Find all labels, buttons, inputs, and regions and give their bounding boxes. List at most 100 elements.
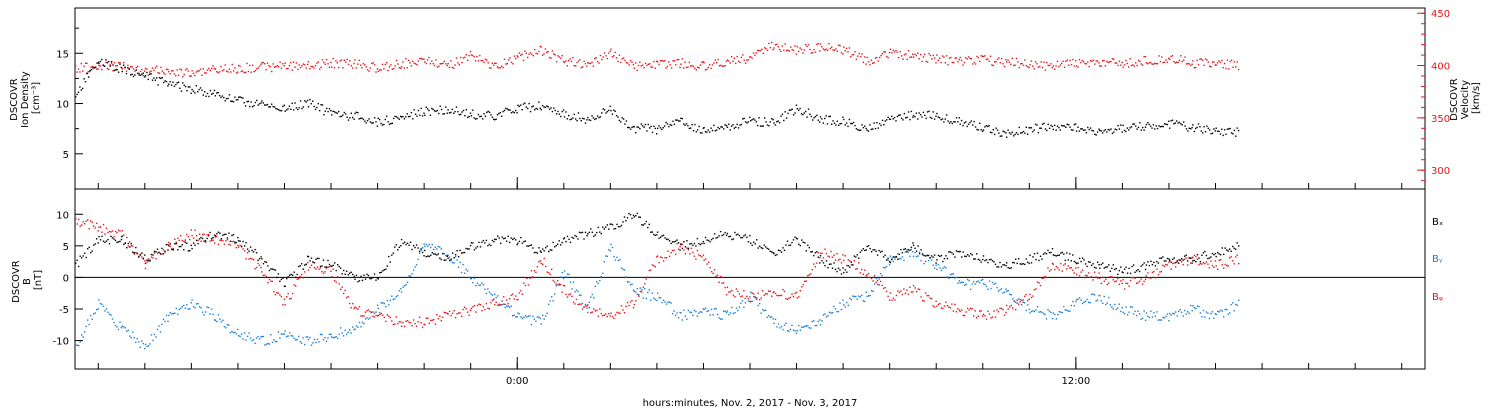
bx-point [977, 258, 979, 261]
by-point [254, 342, 256, 344]
density-point [1007, 129, 1009, 131]
by-point [738, 306, 741, 308]
velocity-point [765, 47, 767, 50]
by-point [1021, 304, 1023, 306]
density-point [1100, 130, 1102, 132]
density-tick-label: 5 [63, 150, 69, 161]
bx-point [903, 248, 905, 251]
bx-point [611, 224, 614, 226]
bz-point [731, 289, 733, 292]
by-point [897, 253, 899, 255]
bx-point [403, 241, 406, 243]
bz-point [948, 306, 950, 308]
density-point [527, 107, 529, 110]
density-point [534, 109, 536, 111]
velocity-point [615, 57, 618, 59]
bx-point [1148, 264, 1151, 267]
by-point [307, 336, 309, 338]
bx-point [572, 237, 575, 239]
bx-point [990, 258, 992, 261]
by-point [1032, 310, 1034, 312]
bz-point [587, 304, 589, 306]
velocity-point [442, 62, 444, 64]
bz-point [1129, 279, 1132, 282]
velocity-point [855, 58, 858, 61]
bx-point [795, 237, 798, 239]
velocity-point [1197, 63, 1200, 66]
by-point [1051, 317, 1054, 320]
bx-point [409, 241, 412, 243]
density-point [861, 124, 863, 126]
velocity-point [561, 55, 563, 57]
bz-point [234, 242, 236, 245]
velocity-point [683, 67, 685, 69]
velocity-point [1229, 60, 1231, 63]
velocity-point [925, 60, 927, 63]
bz-point [810, 273, 812, 275]
velocity-point [283, 65, 285, 67]
by-point [1196, 305, 1199, 307]
velocity-point [506, 63, 508, 65]
density-point [598, 116, 600, 119]
by-point [358, 321, 361, 324]
density-point [1120, 124, 1122, 126]
by-point [906, 249, 908, 251]
time-axis-label: hours:minutes, Nov. 2, 2017 - Nov. 3, 20… [643, 398, 858, 409]
velocity-point [425, 62, 427, 65]
bz-point [369, 310, 371, 313]
velocity-point [861, 53, 863, 55]
velocity-point [848, 47, 851, 49]
velocity-point [755, 52, 757, 54]
velocity-point [883, 51, 885, 53]
density-point [528, 102, 530, 105]
density-point [89, 69, 91, 72]
velocity-point [1236, 61, 1238, 63]
density-point [421, 115, 424, 117]
density-point [455, 106, 458, 108]
bx-point [273, 268, 275, 271]
bz-point [659, 256, 662, 258]
by-point [822, 314, 825, 316]
density-point [690, 127, 692, 129]
bx-point [912, 244, 915, 246]
bz-point [713, 269, 716, 271]
density-point [413, 109, 415, 111]
density-point [650, 125, 652, 128]
by-point [146, 345, 148, 348]
bx-point [735, 234, 738, 236]
by-point [970, 288, 972, 291]
by-point [409, 275, 412, 277]
bx-point [225, 233, 227, 235]
by-point [530, 323, 533, 326]
by-point [945, 267, 947, 269]
by-point [830, 312, 832, 314]
velocity-point [658, 63, 660, 66]
density-point [380, 122, 382, 125]
by-point [724, 310, 726, 313]
bx-point [866, 245, 868, 248]
bz-point [796, 297, 798, 299]
density-point [187, 86, 190, 88]
bz-point [1131, 277, 1133, 279]
velocity-point [1191, 63, 1193, 65]
density-point [697, 129, 699, 131]
velocity-point [629, 60, 632, 62]
bz-point [794, 292, 796, 295]
velocity-point [866, 56, 868, 59]
density-point [304, 100, 306, 102]
by-point [417, 258, 419, 261]
bx-point [191, 247, 193, 250]
bx-point [152, 254, 154, 256]
by-point [440, 248, 442, 250]
by-point [869, 294, 871, 297]
velocity-point [508, 59, 510, 61]
bz-point [1003, 314, 1006, 316]
bz-point [692, 251, 694, 254]
density-point [209, 89, 211, 92]
bx-point [822, 262, 825, 264]
bz-point [965, 311, 967, 313]
bx-point [716, 236, 719, 239]
density-point [105, 59, 107, 61]
density-point [1199, 126, 1201, 128]
velocity-point [273, 66, 276, 68]
